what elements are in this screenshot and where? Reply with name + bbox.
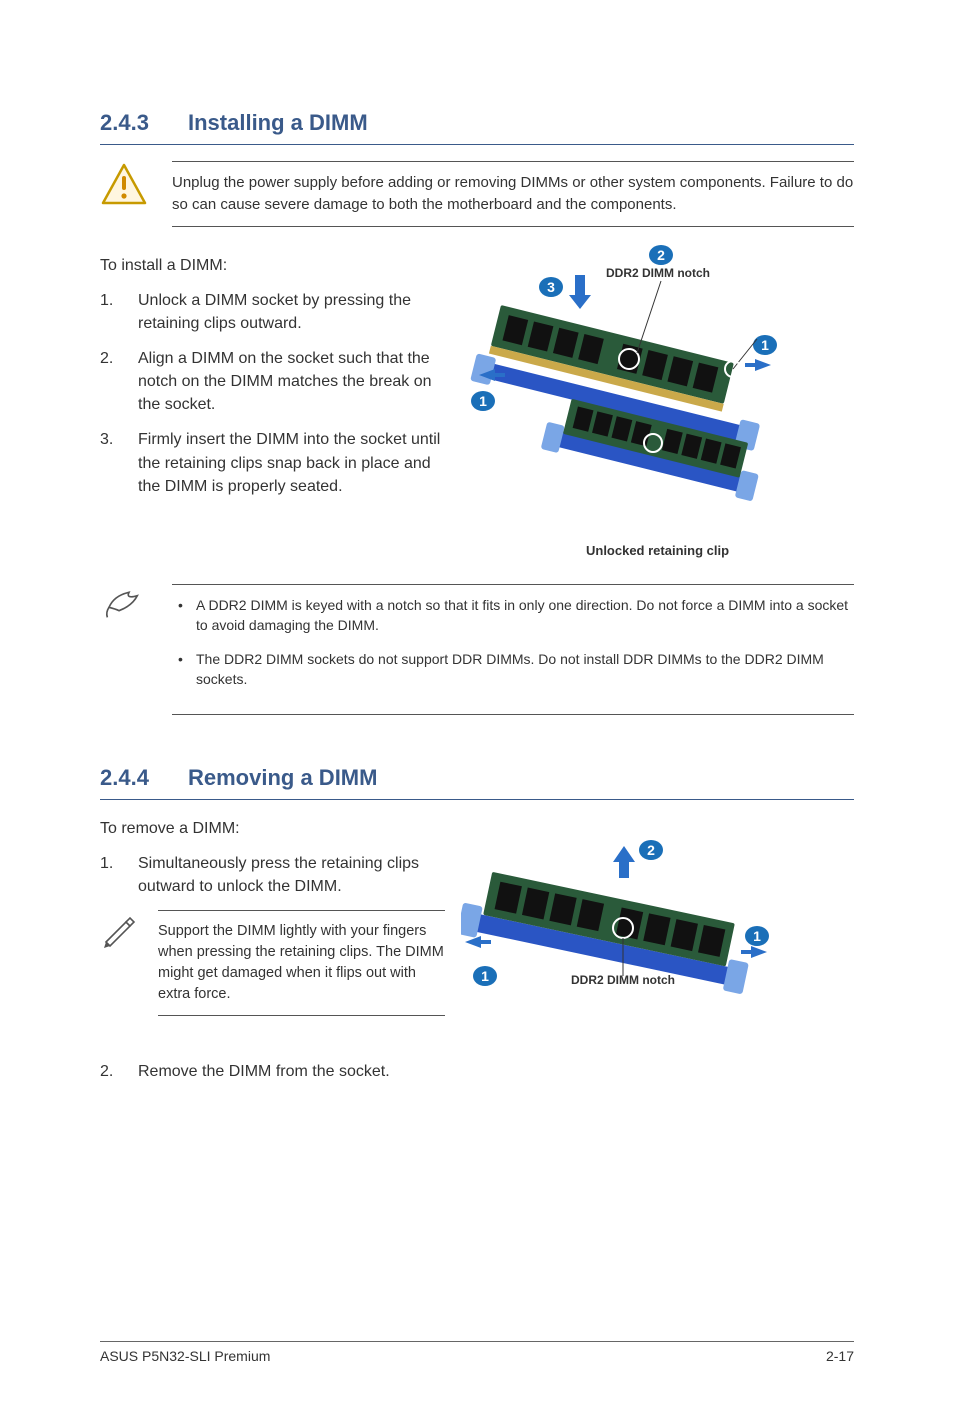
- remove-steps-2: 2. Remove the DIMM from the socket.: [100, 1060, 854, 1083]
- warning-callout: Unplug the power supply before adding or…: [100, 161, 854, 227]
- remove-step-1: Simultaneously press the retaining clips…: [100, 852, 445, 898]
- svg-text:1: 1: [481, 968, 489, 984]
- svg-text:DDR2 DIMM notch: DDR2 DIMM notch: [571, 973, 675, 987]
- install-step-3: Firmly insert the DIMM into the socket u…: [100, 428, 445, 498]
- install-lead: To install a DIMM:: [100, 257, 445, 275]
- heading-rule: [100, 144, 854, 145]
- section-title-2: Removing a DIMM: [188, 765, 377, 791]
- svg-text:1: 1: [479, 393, 487, 409]
- remove-lead: To remove a DIMM:: [100, 820, 445, 838]
- footer-right: 2-17: [826, 1348, 854, 1364]
- svg-text:2: 2: [657, 247, 665, 263]
- section-title: Installing a DIMM: [188, 110, 368, 136]
- footer-left: ASUS P5N32-SLI Premium: [100, 1348, 270, 1364]
- svg-text:2: 2: [647, 842, 655, 858]
- svg-text:1: 1: [753, 928, 761, 944]
- section-heading-install: 2.4.3 Installing a DIMM: [100, 110, 854, 136]
- pencil-icon: [100, 910, 140, 950]
- tip-text: Support the DIMM lightly with your finge…: [158, 910, 445, 1016]
- note-callout: A DDR2 DIMM is keyed with a notch so tha…: [100, 584, 854, 715]
- remove-diagram: 2: [461, 836, 771, 1006]
- warning-text: Unplug the power supply before adding or…: [172, 161, 854, 227]
- tip-callout: Support the DIMM lightly with your finge…: [100, 910, 445, 1016]
- install-step-2: Align a DIMM on the socket such that the…: [100, 347, 445, 417]
- svg-text:1: 1: [761, 337, 769, 353]
- heading-rule-2: [100, 799, 854, 800]
- install-step-1: Unlock a DIMM socket by pressing the ret…: [100, 289, 445, 335]
- section-number-2: 2.4.4: [100, 765, 160, 791]
- remove-step-2-wrap: 2. Remove the DIMM from the socket.: [100, 1060, 854, 1083]
- install-diagram-caption: Unlocked retaining clip: [461, 543, 854, 558]
- remove-steps-1: Simultaneously press the retaining clips…: [100, 852, 445, 898]
- svg-text:DDR2 DIMM notch: DDR2 DIMM notch: [606, 266, 710, 280]
- install-diagram: DDR2 DIMM notch 2 3: [461, 245, 781, 525]
- section-number: 2.4.3: [100, 110, 160, 136]
- svg-text:3: 3: [547, 279, 555, 295]
- remove-content: To remove a DIMM: Simultaneously press t…: [100, 816, 854, 1034]
- note-item-2: The DDR2 DIMM sockets do not support DDR…: [172, 649, 854, 690]
- remove-step-2: Remove the DIMM from the socket.: [138, 1063, 390, 1080]
- note-list: A DDR2 DIMM is keyed with a notch so tha…: [172, 595, 854, 690]
- note-item-1: A DDR2 DIMM is keyed with a notch so tha…: [172, 595, 854, 636]
- note-icon: [100, 584, 148, 632]
- install-content: To install a DIMM: Unlock a DIMM socket …: [100, 245, 854, 558]
- section-heading-remove: 2.4.4 Removing a DIMM: [100, 765, 854, 791]
- page-footer: ASUS P5N32-SLI Premium 2-17: [100, 1341, 854, 1364]
- warning-icon: [100, 161, 148, 209]
- install-steps: Unlock a DIMM socket by pressing the ret…: [100, 289, 445, 499]
